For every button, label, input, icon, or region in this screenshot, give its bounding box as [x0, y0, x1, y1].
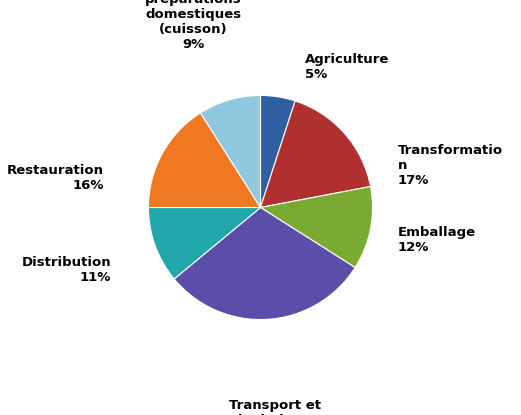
Wedge shape [201, 95, 260, 208]
Wedge shape [148, 208, 260, 279]
Text: Distribution
11%: Distribution 11% [21, 256, 111, 284]
Text: Restauration
16%: Restauration 16% [7, 164, 104, 192]
Wedge shape [148, 113, 260, 208]
Text: Transformatio
n
17%: Transformatio n 17% [398, 144, 503, 187]
Wedge shape [174, 208, 355, 320]
Wedge shape [260, 186, 373, 268]
Text: préparations
domestiques
(cuisson)
9%: préparations domestiques (cuisson) 9% [145, 0, 242, 51]
Text: Agriculture
5%: Agriculture 5% [305, 53, 390, 81]
Text: Emballage
12%: Emballage 12% [398, 226, 476, 254]
Text: Transport et
logistique
30%: Transport et logistique 30% [229, 399, 321, 415]
Wedge shape [260, 101, 370, 208]
Wedge shape [260, 95, 295, 208]
